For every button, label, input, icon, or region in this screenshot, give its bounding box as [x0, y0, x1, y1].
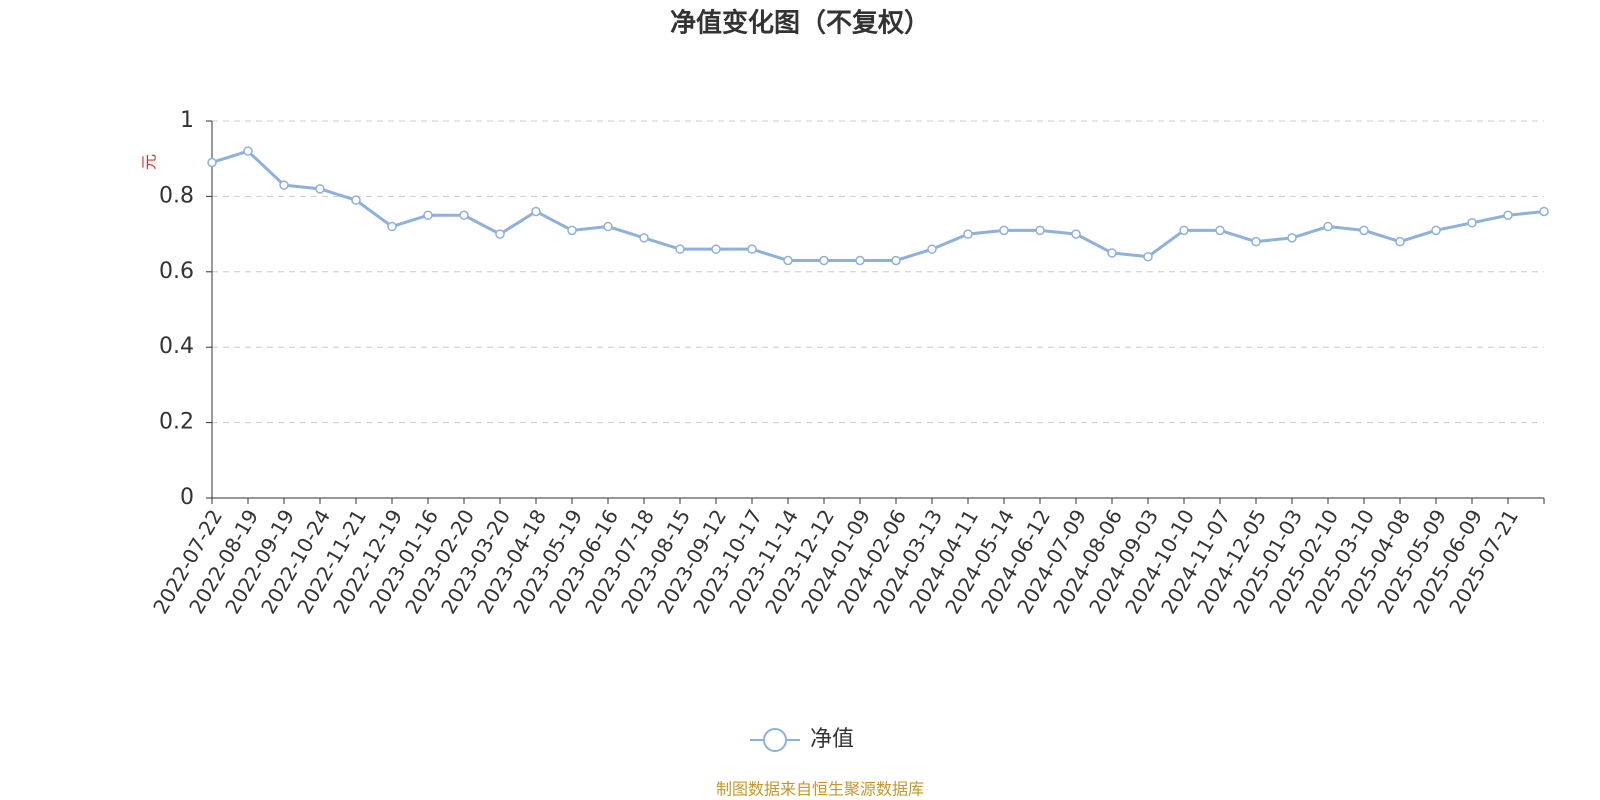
- point: [387, 221, 397, 232]
- point: [207, 157, 217, 168]
- point: [639, 233, 649, 243]
- point: [1359, 225, 1369, 236]
- point: [1251, 236, 1261, 247]
- point: [1179, 225, 1189, 236]
- y-axis-label: 元: [140, 154, 159, 170]
- point: [1107, 248, 1117, 258]
- point: [1539, 206, 1549, 217]
- legend-label: 净值: [810, 727, 854, 752]
- point: [531, 206, 541, 217]
- point: [999, 225, 1009, 236]
- point: [603, 221, 613, 232]
- point: [927, 244, 937, 254]
- point: [279, 180, 289, 190]
- y-tick-label: 0.6: [159, 259, 194, 284]
- point: [315, 184, 325, 194]
- y-tick-label: 0: [180, 485, 194, 510]
- point: [1143, 251, 1153, 262]
- point: [1071, 229, 1081, 239]
- y-tick-label: 0.2: [159, 410, 194, 435]
- point: [1035, 225, 1045, 236]
- point: [1503, 210, 1513, 220]
- point: [819, 255, 829, 266]
- point: [1287, 233, 1297, 243]
- point: [1323, 221, 1333, 232]
- y-tick-label: 0.8: [159, 183, 194, 208]
- y-tick-label: 1: [180, 108, 194, 133]
- point: [423, 210, 433, 220]
- series-line: [211, 149, 1545, 262]
- point: [1467, 218, 1477, 228]
- legend-marker: [763, 728, 787, 752]
- point: [855, 255, 865, 266]
- point: [1431, 225, 1441, 236]
- point: [747, 244, 757, 254]
- y-tick-label: 0.4: [159, 334, 194, 359]
- point: [243, 146, 253, 156]
- point: [1395, 236, 1405, 247]
- point: [711, 244, 721, 254]
- source-note: 制图数据来自恒生聚源数据库: [716, 780, 924, 799]
- point: [495, 229, 505, 239]
- point: [351, 195, 361, 205]
- chart-title: 净值变化图（不复权）: [670, 8, 930, 39]
- point: [459, 210, 469, 220]
- point: [675, 244, 685, 254]
- point: [567, 225, 577, 236]
- point: [1215, 225, 1225, 236]
- point: [963, 229, 973, 239]
- point: [783, 255, 793, 266]
- point: [891, 255, 901, 266]
